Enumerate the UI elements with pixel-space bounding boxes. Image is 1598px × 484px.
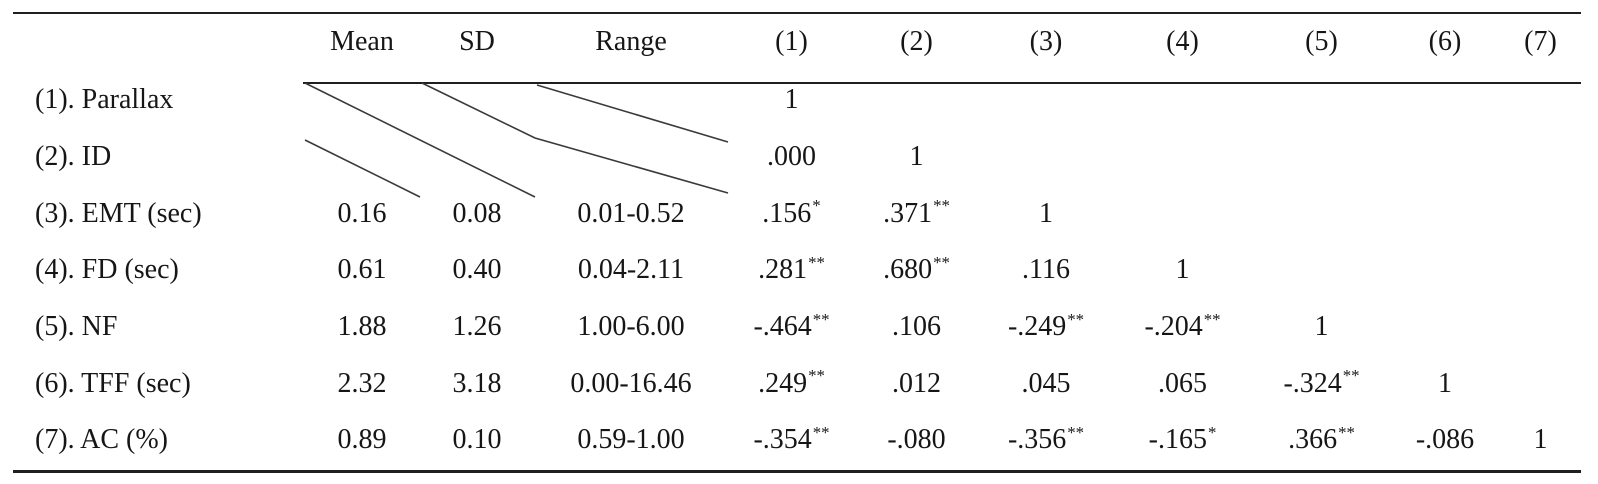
- table-cell: [1390, 185, 1500, 242]
- table-cell: -.165 *: [1148, 422, 1217, 456]
- top-rule: [13, 12, 1581, 14]
- table-cell: 0.40: [452, 254, 502, 286]
- table-cell: [532, 72, 730, 129]
- table-cell: 0.08: [452, 197, 502, 229]
- table-cell: 1: [1533, 424, 1548, 456]
- column-header: SD: [459, 26, 495, 57]
- table-cell: .012: [892, 367, 941, 399]
- table-cell: 0.00-16.46: [570, 367, 692, 399]
- table-cell: 1: [1438, 367, 1452, 399]
- table-cell: [1500, 242, 1581, 299]
- table-cell: .366 **: [1288, 422, 1355, 456]
- table-cell: 1: [909, 141, 924, 173]
- table-cell: [302, 72, 422, 129]
- table-cell: 1.26: [452, 311, 502, 343]
- table-cell: [1390, 242, 1500, 299]
- table-cell: [1390, 129, 1500, 186]
- table-cell: 2.32: [337, 367, 387, 399]
- table-cell: -.354 **: [753, 422, 830, 456]
- table-cell: [1390, 72, 1500, 129]
- table-cell: [1253, 185, 1390, 242]
- table-cell: [1112, 185, 1253, 242]
- table-cell: 0.59-1.00: [577, 424, 685, 456]
- table-cell: .000: [767, 141, 816, 173]
- column-header: (5): [1305, 26, 1338, 57]
- table-cell: 1.88: [337, 311, 387, 343]
- table-cell: -.464 **: [753, 309, 830, 343]
- row-label: (7). AC (%): [35, 424, 168, 456]
- row-label: (5). NF: [35, 311, 118, 343]
- table-cell: 0.89: [337, 424, 387, 456]
- table-cell: -.086: [1415, 424, 1475, 456]
- table-cell: 3.18: [452, 367, 502, 399]
- column-header: (2): [900, 26, 933, 57]
- bottom-rule: [13, 470, 1581, 473]
- column-header: (1): [775, 26, 808, 57]
- table-cell: [1112, 72, 1253, 129]
- table-cell: .156 *: [762, 196, 821, 229]
- table-cell: .281 **: [758, 252, 825, 286]
- column-header: Mean: [330, 26, 394, 57]
- column-header: (7): [1524, 26, 1557, 57]
- table-cell: 1: [1314, 311, 1329, 343]
- row-label: (1). Parallax: [35, 84, 174, 116]
- row-label: (2). ID: [35, 141, 112, 173]
- table-cell: [1500, 299, 1581, 356]
- table-cell: .371 **: [883, 196, 950, 229]
- table-cell: [302, 129, 422, 186]
- table-cell: [1112, 129, 1253, 186]
- table-cell: .045: [1021, 367, 1071, 399]
- table-cell: [980, 129, 1112, 186]
- table-cell: .106: [892, 311, 941, 343]
- row-label: (3). EMT (sec): [35, 197, 202, 229]
- table-cell: [1500, 72, 1581, 129]
- table-cell: 0.16: [337, 197, 387, 229]
- table-cell: 1: [1175, 254, 1190, 286]
- table-cell: [422, 129, 532, 186]
- table-cell: .680 **: [883, 252, 950, 286]
- table-cell: -.324 **: [1283, 366, 1360, 399]
- table-cell: [1500, 129, 1581, 186]
- table-cell: [853, 72, 980, 129]
- row-label: (6). TFF (sec): [35, 367, 191, 399]
- table-cell: .065: [1158, 367, 1207, 399]
- table-cell: 1: [784, 84, 799, 116]
- table-cell: [1500, 355, 1581, 412]
- table-cell: [1253, 129, 1390, 186]
- column-header: (4): [1166, 26, 1199, 57]
- correlation-table: Mean SD Range (1) (2) (3) (4) (5) (6) (7) (1). Par…: [30, 12, 1581, 469]
- table-cell: 1.00-6.00: [577, 311, 685, 343]
- table-cell: [1253, 72, 1390, 129]
- table-cell: [1253, 242, 1390, 299]
- column-header: Range: [595, 26, 667, 57]
- table-cell: -.080: [887, 424, 946, 456]
- column-header: (6): [1428, 26, 1462, 57]
- table-cell: -.204 **: [1144, 309, 1221, 343]
- table-cell: .116: [1022, 254, 1070, 286]
- table-cell: 1: [1039, 197, 1053, 229]
- table-cell: -.356 **: [1007, 422, 1085, 456]
- table-cell: [422, 72, 532, 129]
- table-cell: [1500, 185, 1581, 242]
- table-cell: -.249 **: [1007, 309, 1085, 343]
- table-cell: 0.61: [337, 254, 387, 286]
- column-header: (3): [1029, 26, 1063, 57]
- header-rule: [303, 82, 1581, 84]
- table-cell: 0.10: [452, 424, 502, 456]
- table-cell: 0.04-2.11: [577, 254, 685, 286]
- table-cell: [980, 72, 1112, 129]
- table-cell: .249 **: [758, 366, 825, 399]
- table-cell: [1390, 299, 1500, 356]
- table-cell: 0.01-0.52: [577, 197, 685, 229]
- table-cell: [532, 129, 730, 186]
- row-label: (4). FD (sec): [35, 254, 179, 286]
- header-spacer: [30, 12, 302, 72]
